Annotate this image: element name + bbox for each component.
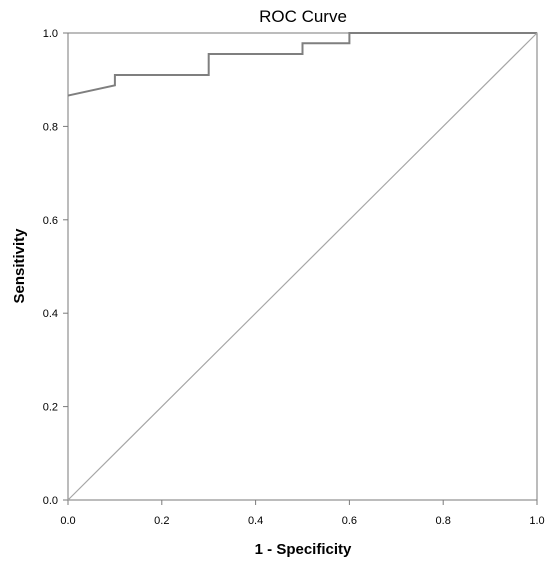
x-tick-label: 0.6 <box>342 515 357 527</box>
x-axis-label: 1 - Specificity <box>255 541 352 558</box>
roc-curve-line <box>67 32 537 97</box>
axis-ticks: 0.0 0.2 0.4 0.6 0.8 1.0 0.0 0.2 0.4 0.6 0.8 1.0 <box>43 28 545 527</box>
y-axis-label: Sensitivity <box>11 228 28 304</box>
y-tick-label: 0.2 <box>43 402 58 414</box>
x-tick-label: 1.0 <box>529 515 544 527</box>
y-tick-label: 0.4 <box>43 308 58 320</box>
x-tick-label: 0.8 <box>436 515 451 527</box>
x-tick-label: 0.0 <box>60 515 75 527</box>
y-tick-label: 0.0 <box>43 495 58 507</box>
chart-title: ROC Curve <box>259 7 347 26</box>
x-tick-label: 0.4 <box>248 515 263 527</box>
y-tick-label: 0.6 <box>43 215 58 227</box>
series-layer <box>67 32 538 501</box>
y-tick-label: 1.0 <box>43 28 58 40</box>
y-tick-label: 0.8 <box>43 121 58 133</box>
plot-frame <box>67 32 538 501</box>
reference-diagonal-line <box>67 32 538 501</box>
x-tick-label: 0.2 <box>154 515 169 527</box>
